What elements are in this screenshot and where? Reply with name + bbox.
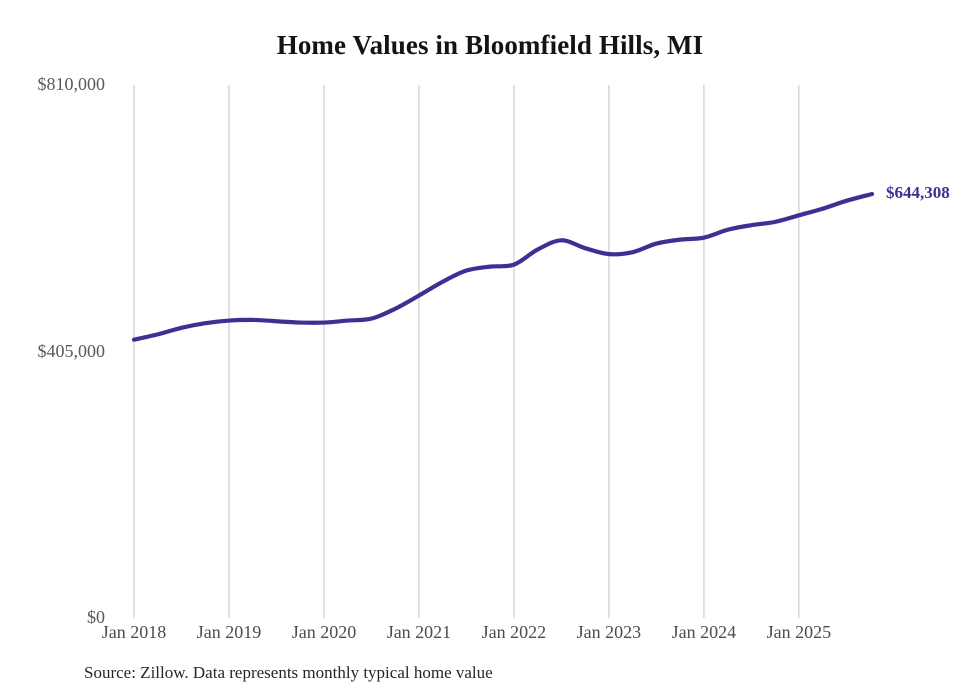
- x-axis-tick-jan-2019: Jan 2019: [196, 622, 262, 642]
- gridlines-group: [133, 85, 800, 618]
- chart-title: Home Values in Bloomfield Hills, MI: [276, 30, 704, 60]
- x-axis-tick-jan-2022: Jan 2022: [481, 622, 547, 642]
- x-axis-tick-jan-2023: Jan 2023: [576, 622, 642, 642]
- y-axis-tick-810000: $810,000: [37, 74, 106, 94]
- x-axis-tick-jan-2024: Jan 2024: [671, 622, 737, 642]
- x-axis-tick-jan-2025: Jan 2025: [766, 622, 832, 642]
- series-group: [131, 191, 875, 342]
- end-value-annotation: $644,308: [886, 183, 950, 203]
- x-axis-tick-jan-2018: Jan 2018: [101, 622, 167, 642]
- series-line-0: [131, 191, 875, 342]
- source-note: Source: Zillow. Data represents monthly …: [84, 663, 493, 682]
- y-axis-tick-405000: $405,000: [37, 340, 106, 361]
- x-axis-tick-jan-2020: Jan 2020: [291, 622, 357, 642]
- x-axis-tick-jan-2021: Jan 2021: [386, 622, 452, 642]
- y-axis-tick-0: $0: [87, 607, 105, 627]
